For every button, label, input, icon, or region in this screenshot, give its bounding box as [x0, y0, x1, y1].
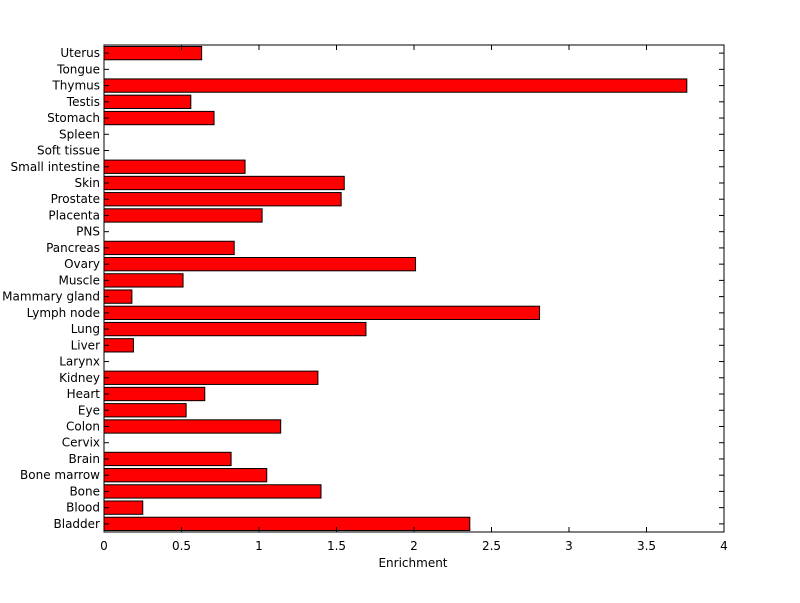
y-tick-label: Lymph node	[27, 306, 100, 320]
bar-bone	[103, 484, 322, 499]
y-tick-label: Thymus	[51, 79, 100, 93]
bar-pancreas	[103, 240, 235, 256]
y-tick-label: Blood	[66, 501, 100, 515]
bar-skin	[103, 175, 345, 191]
y-tick-label: Testis	[66, 95, 100, 109]
bar-prostate	[103, 192, 342, 207]
bar-eye	[103, 403, 187, 418]
y-tick-label: Kidney	[59, 371, 100, 385]
y-tick-label: Spleen	[59, 127, 100, 141]
x-tick-label: 2	[410, 539, 418, 553]
y-tick-label: Uterus	[60, 46, 100, 60]
x-tick-label: 4	[720, 539, 728, 553]
y-tick-label: Eye	[78, 403, 100, 417]
y-tick-label: Ovary	[64, 257, 100, 271]
y-tick-label: Skin	[74, 176, 100, 190]
y-tick-label: Lung	[71, 322, 100, 336]
bar-small-intestine	[103, 159, 246, 174]
y-tick-label: Bone marrow	[20, 468, 100, 482]
x-tick-label: 2.5	[482, 539, 501, 553]
bar-ovary	[103, 256, 417, 272]
y-tick-label: Prostate	[51, 192, 100, 206]
bars-group	[103, 45, 688, 532]
y-tick-label: PNS	[76, 225, 100, 239]
y-tick-label: Bladder	[54, 517, 101, 531]
y-tick-label: Larynx	[59, 355, 100, 369]
x-axis: 0 0.5 1 1.5 2 2.5 3 3.5 4	[100, 45, 728, 553]
x-tick-label: 0	[100, 539, 108, 553]
x-tick-label: 3.5	[637, 539, 656, 553]
bar-thymus	[103, 78, 688, 93]
x-tick-label: 1	[255, 539, 263, 553]
y-tick-label: Placenta	[48, 208, 100, 222]
y-axis: Bladder Blood Bone Bone marrow Brain Cervix Co…	[2, 46, 724, 531]
bar-muscle	[103, 273, 184, 288]
y-tick-label: Small intestine	[11, 160, 100, 174]
y-tick-label: Bone	[69, 484, 100, 498]
x-tick-label: 1.5	[327, 539, 346, 553]
y-tick-label: Liver	[71, 338, 101, 352]
y-tick-label: Stomach	[47, 111, 100, 125]
bar-bladder	[103, 516, 471, 532]
y-tick-label: Tongue	[56, 62, 100, 76]
x-tick-label: 3	[565, 539, 573, 553]
bar-placenta	[103, 208, 263, 223]
y-tick-label: Colon	[66, 419, 100, 433]
bar-brain	[103, 451, 232, 467]
bar-lung	[103, 321, 367, 337]
bar-blood	[103, 500, 144, 515]
bar-heart	[103, 386, 206, 402]
x-axis-label: Enrichment	[378, 556, 447, 570]
bar-testis	[103, 94, 192, 109]
y-tick-label: Muscle	[58, 273, 100, 287]
bar-stomach	[103, 110, 215, 126]
bar-bone-marrow	[103, 468, 268, 483]
bar-kidney	[103, 370, 319, 385]
bar-colon	[103, 419, 282, 434]
bar-uterus	[103, 45, 203, 61]
bar-lymph-node	[103, 305, 541, 321]
y-tick-label: Mammary gland	[2, 290, 100, 304]
x-tick-label: 0.5	[172, 539, 191, 553]
y-tick-label: Pancreas	[46, 241, 100, 255]
y-tick-label: Heart	[67, 387, 101, 401]
y-tick-label: Soft tissue	[37, 144, 100, 158]
y-tick-label: Brain	[69, 452, 100, 466]
y-tick-label: Cervix	[62, 436, 100, 450]
